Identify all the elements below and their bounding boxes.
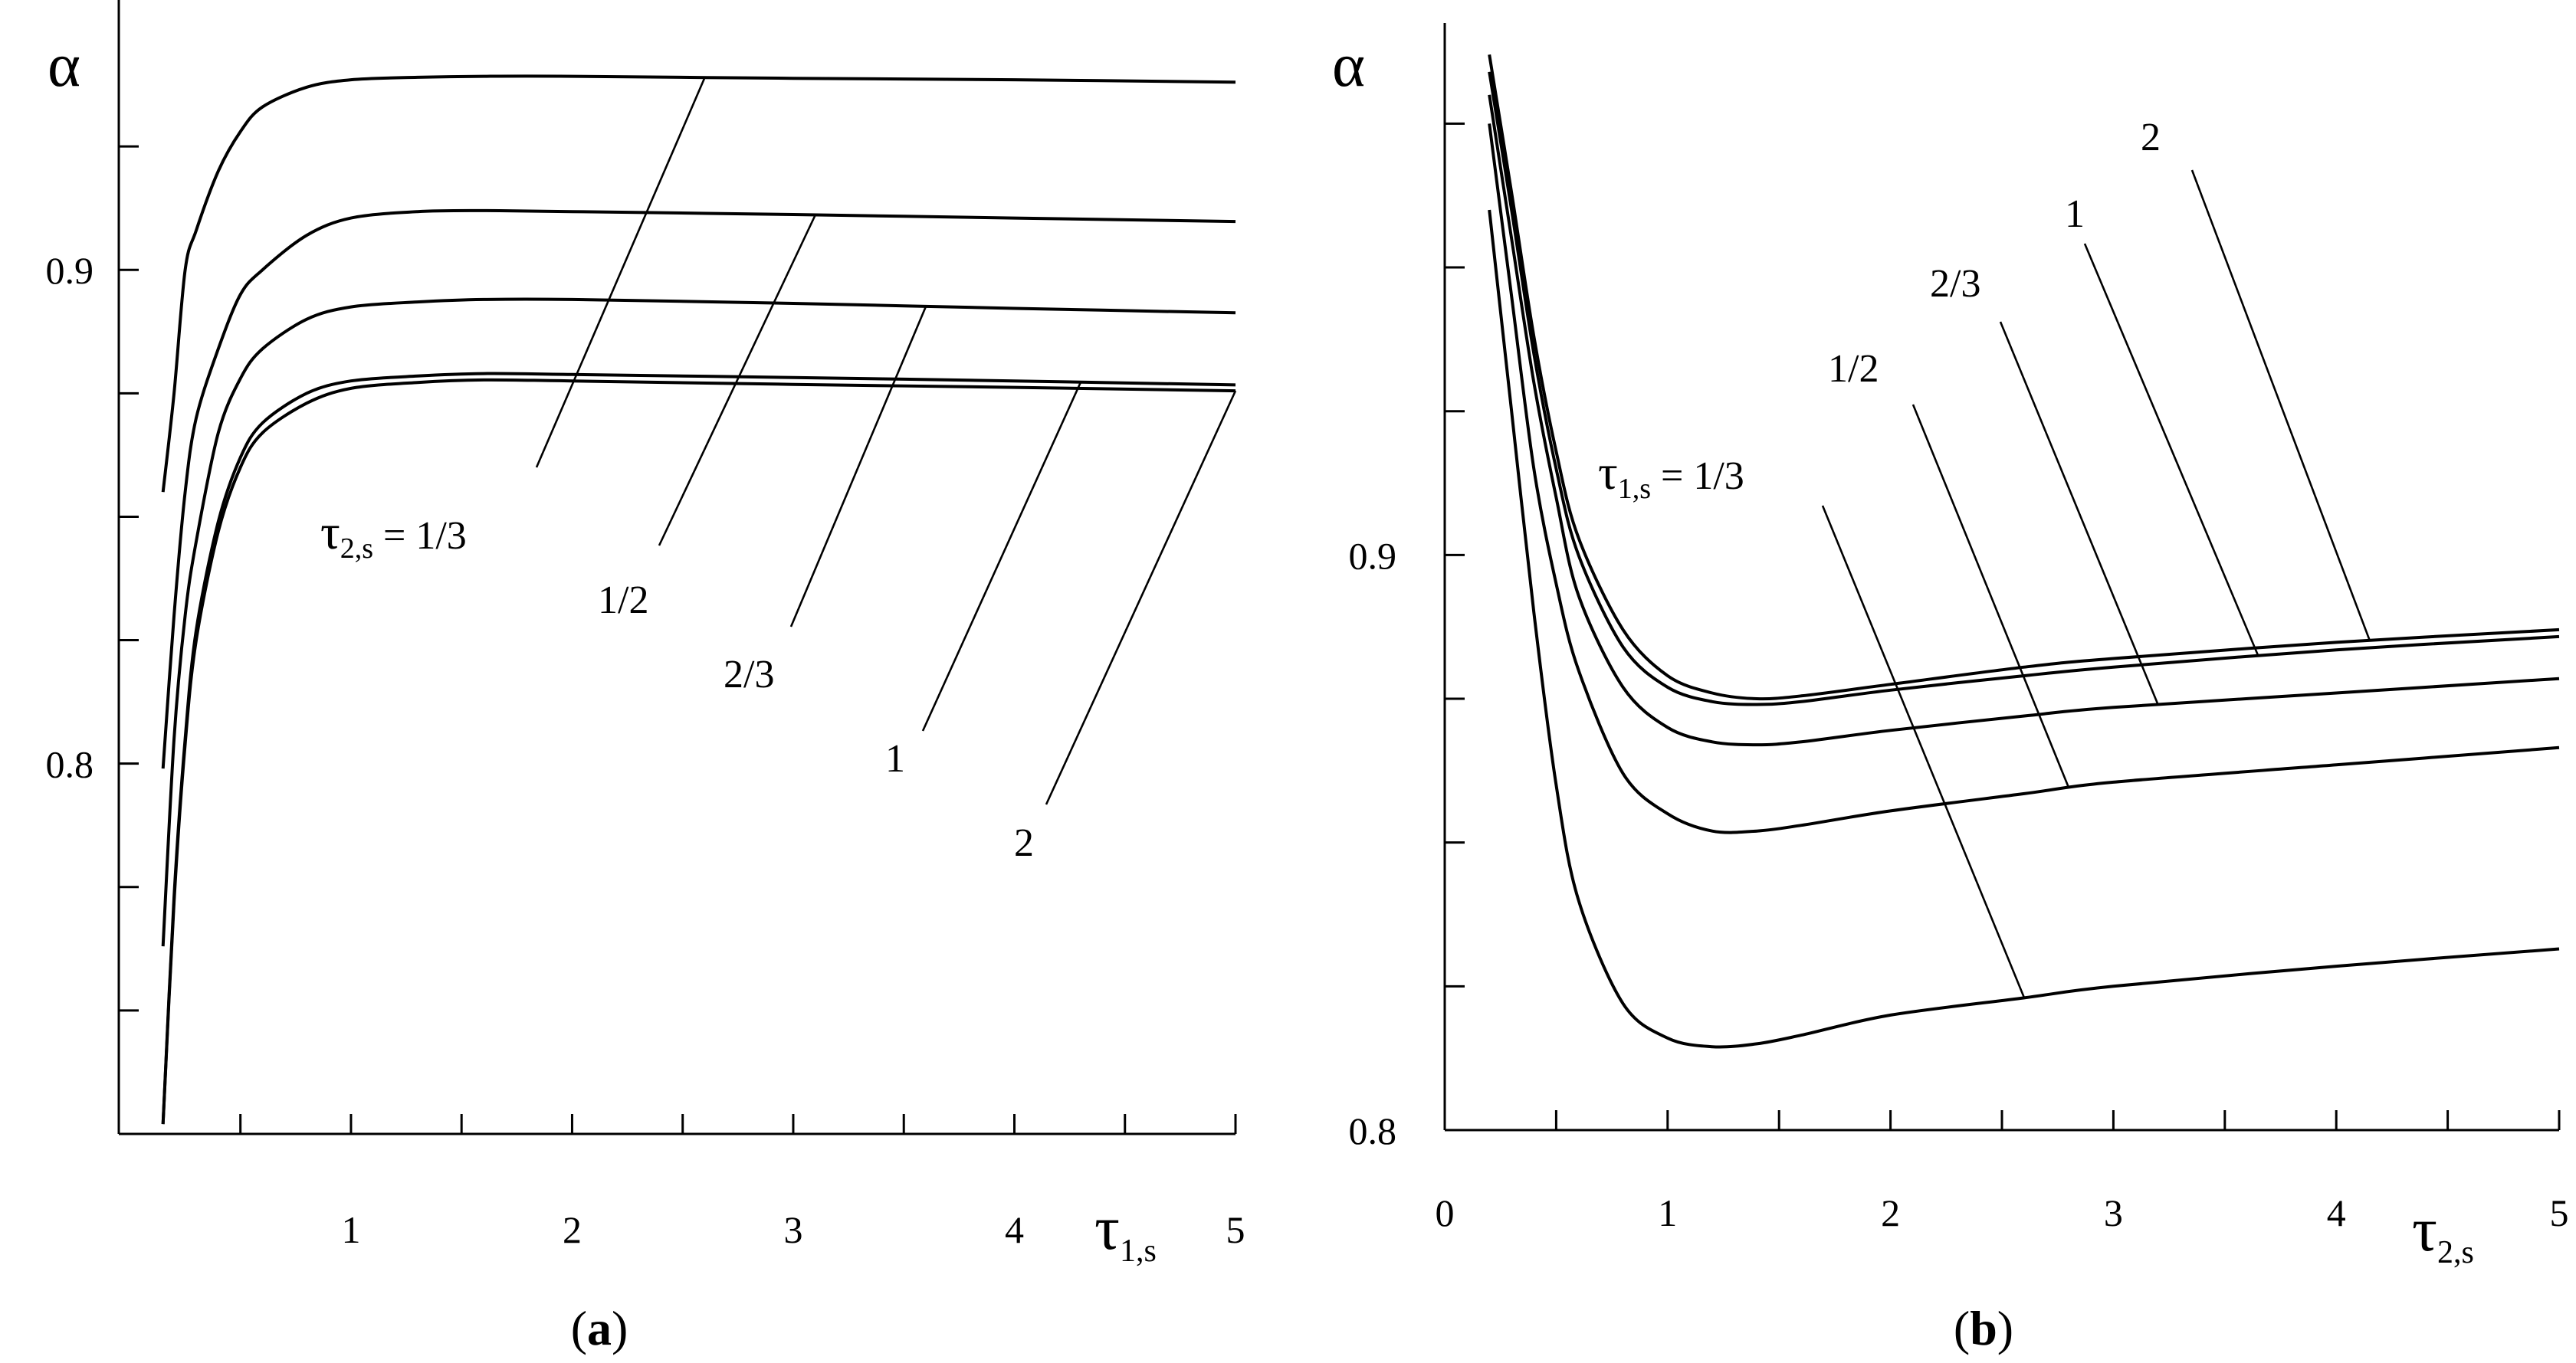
panel-b-chart: 0 1 2 3 4 5 0.8 0.9 α τ2,s τ1,s = 1/3 1/2 2/3 1 2 (b) — [1332, 23, 2569, 1355]
series-label-a-0: τ2,s = 1/3 — [320, 505, 467, 565]
y-tick-label: 0.9 — [46, 249, 94, 292]
series-label-a-4: 2 — [1014, 821, 1034, 865]
series-line-a-3 — [161, 372, 1236, 1125]
y-tick-label: 0.9 — [1349, 534, 1397, 577]
series-label-a-2: 2/3 — [724, 653, 774, 696]
series-line-a-2 — [161, 297, 1236, 947]
x-tick-label: 3 — [783, 1208, 802, 1251]
series-line-a-1 — [161, 208, 1236, 769]
x-tick-label: 5 — [2550, 1191, 2569, 1234]
x-tick-label: 2 — [563, 1208, 582, 1251]
series-label-b-2: 2/3 — [1930, 262, 1980, 306]
x-tick-label: 4 — [1005, 1208, 1024, 1251]
label-leader-line — [789, 306, 927, 627]
label-leader-line — [1821, 505, 2026, 998]
panel-a-chart: 1 2 3 4 5 0.8 0.9 α τ1,s τ2,s = 1/3 1/2 2/3 1 2 (a) — [46, 0, 1245, 1355]
series-label-b-4: 2 — [2141, 116, 2161, 159]
series-label-a-1: 1/2 — [598, 578, 648, 622]
panel-label: (b) — [1954, 1301, 2013, 1355]
x-tick-label: 1 — [1658, 1191, 1677, 1234]
y-tick-label: 0.8 — [46, 743, 94, 786]
series-line-a-0 — [161, 74, 1236, 493]
series-line-b-3 — [1488, 71, 2560, 706]
label-leader-line — [1045, 390, 1237, 805]
series-label-b-3: 1 — [2065, 192, 2085, 236]
y-axis-label: α — [48, 30, 80, 100]
series-line-b-2 — [1488, 94, 2560, 747]
label-leader-line — [1999, 321, 2159, 706]
series-line-b-1 — [1488, 123, 2560, 834]
x-tick-label: 2 — [1881, 1191, 1900, 1234]
label-leader-line — [2083, 243, 2259, 657]
x-tick-label: 3 — [2104, 1191, 2123, 1234]
y-tick-label: 0.8 — [1349, 1109, 1397, 1152]
x-tick-label: 5 — [1226, 1208, 1245, 1251]
x-tick-label: 0 — [1436, 1191, 1455, 1234]
series-line-b-0 — [1488, 209, 2560, 1049]
x-tick-label: 1 — [341, 1208, 360, 1251]
panel-label: (a) — [571, 1301, 628, 1355]
label-leader-line — [658, 214, 816, 546]
series-line-b-4 — [1488, 54, 2560, 701]
series-label-a-3: 1 — [885, 737, 905, 781]
y-axis-label: α — [1332, 30, 1365, 100]
series-label-b-1: 1/2 — [1828, 347, 1879, 391]
x-tick-label: 4 — [2327, 1191, 2346, 1234]
x-axis-label: τ1,s — [1094, 1193, 1157, 1269]
label-leader-line — [2190, 169, 2371, 641]
series-line-a-4 — [161, 378, 1236, 1125]
label-leader-line — [535, 77, 706, 468]
label-leader-line — [921, 382, 1082, 732]
series-label-b-0: τ1,s = 1/3 — [1598, 445, 1744, 505]
label-leader-line — [1911, 404, 2070, 788]
x-axis-label: τ2,s — [2412, 1194, 2474, 1270]
